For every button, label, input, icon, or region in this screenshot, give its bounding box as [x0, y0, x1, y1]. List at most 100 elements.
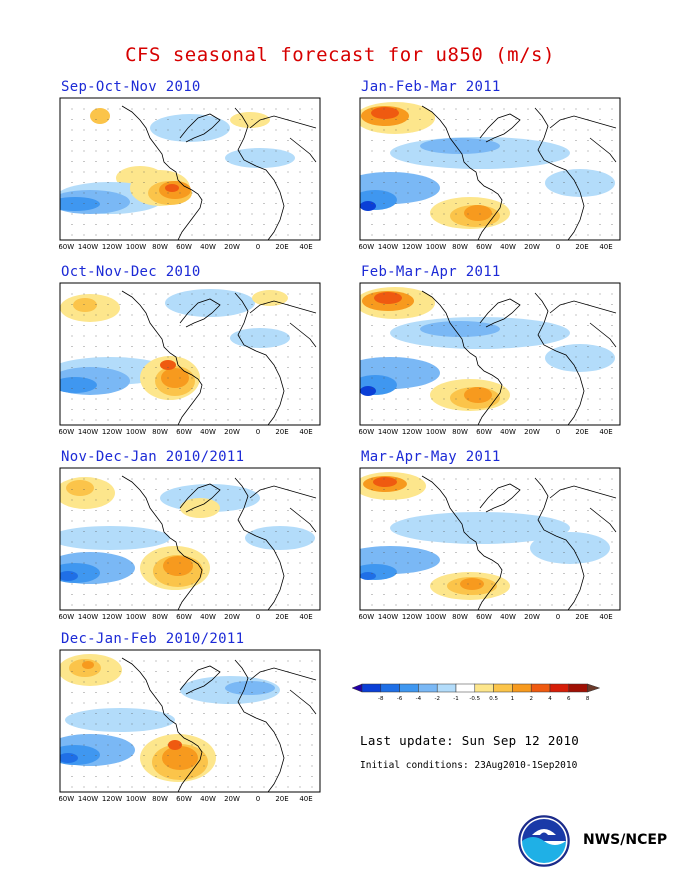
lon-label: 60W: [476, 613, 492, 621]
legend-swatch: [352, 683, 363, 693]
anomaly-shading: [150, 114, 230, 142]
anomaly-shading: [545, 344, 615, 372]
anomaly-shading: [163, 556, 193, 576]
legend-swatch: [418, 683, 438, 693]
lon-label: 140W: [378, 428, 398, 436]
lon-label: 40E: [599, 428, 612, 436]
lon-label: 140W: [78, 795, 98, 803]
page-title: CFS seasonal forecast for u850 (m/s): [125, 44, 555, 66]
anomaly-shading: [82, 661, 94, 669]
anomaly-shading: [160, 360, 176, 370]
anomaly-shading: [60, 753, 78, 763]
lon-label: 40E: [599, 613, 612, 621]
forecast-map: 60N40N30N20N10NEQ10S160W140W120W100W80W6…: [59, 649, 329, 803]
lon-label: 40E: [299, 613, 312, 621]
anomaly-shading: [245, 526, 315, 550]
lon-label: 140W: [78, 428, 98, 436]
lon-label: 20W: [224, 795, 240, 803]
lon-label: 20W: [224, 243, 240, 251]
legend-tick-label: -1: [453, 696, 458, 700]
forecast-map: 60N40N30N20N10NEQ10S160W140W120W100W80W6…: [359, 282, 629, 436]
lon-label: 140W: [78, 243, 98, 251]
lon-label: 40W: [500, 613, 516, 621]
forecast-panel: Feb-Mar-Apr 201160N40N30N20N10NEQ10S160W…: [359, 264, 629, 436]
lon-label: 0: [256, 243, 260, 251]
legend-tick-label: 2: [529, 696, 533, 700]
anomaly-shading: [371, 107, 399, 119]
forecast-panel: Nov-Dec-Jan 2010/201160N40N30N20N10NEQ10…: [59, 449, 329, 621]
lon-label: 20W: [524, 243, 540, 251]
anomaly-shading: [180, 498, 220, 518]
anomaly-shading: [60, 377, 97, 393]
lon-label: 140W: [378, 613, 398, 621]
lon-label: 20E: [275, 613, 288, 621]
anomaly-shading: [420, 321, 500, 337]
forecast-map: 60N40N30N20N10NEQ10S160W140W120W100W80W6…: [59, 282, 329, 436]
lon-label: 40E: [299, 428, 312, 436]
anomaly-shading: [374, 292, 402, 304]
map-svg: 60N40N30N20N10NEQ10S160W140W120W100W80W6…: [359, 97, 621, 251]
anomaly-shading: [73, 298, 97, 312]
anomaly-shading: [162, 746, 198, 770]
forecast-map: 60N40N30N20N10NEQ10S160W140W120W100W80W6…: [359, 467, 629, 621]
anomaly-shading: [66, 480, 94, 496]
lon-label: 40E: [299, 243, 312, 251]
legend-swatch: [474, 683, 494, 693]
anomaly-shading: [460, 578, 484, 590]
lon-label: 140W: [378, 243, 398, 251]
panel-title: Nov-Dec-Jan 2010/2011: [61, 449, 245, 465]
lon-label: 100W: [426, 613, 446, 621]
lon-label: 60W: [176, 243, 192, 251]
panel-title: Feb-Mar-Apr 2011: [361, 264, 501, 280]
lon-label: 60W: [176, 613, 192, 621]
anomaly-shading: [60, 526, 170, 550]
agency-label: NWS/NCEP: [583, 832, 668, 848]
forecast-panel: Dec-Jan-Feb 2010/201160N40N30N20N10NEQ10…: [59, 631, 329, 803]
legend-swatch: [512, 683, 532, 693]
anomaly-shading: [545, 169, 615, 197]
panel-title: Oct-Nov-Dec 2010: [61, 264, 201, 280]
lon-label: 20W: [224, 428, 240, 436]
legend-swatch: [493, 683, 513, 693]
anomaly-shading: [373, 477, 397, 487]
anomaly-shading: [360, 572, 376, 580]
legend-tick-label: 6: [567, 696, 571, 700]
anomaly-shading: [65, 708, 175, 732]
lon-label: 20E: [575, 243, 588, 251]
lon-label: 80W: [152, 243, 168, 251]
panel-title: Mar-Apr-May 2011: [361, 449, 501, 465]
lon-label: 80W: [152, 795, 168, 803]
anomaly-shading: [60, 197, 100, 211]
panel-title: Jan-Feb-Mar 2011: [361, 79, 501, 95]
anomaly-shading: [225, 681, 275, 695]
initial-conditions-text: Initial conditions: 23Aug2010-1Sep2010: [360, 760, 578, 771]
legend-swatch: [399, 683, 419, 693]
anomaly-shading: [530, 532, 610, 564]
forecast-map: 60N40N30N20N10NEQ10S160W140W120W100W80W6…: [59, 467, 329, 621]
lon-label: 100W: [426, 428, 446, 436]
lon-label: 40W: [200, 613, 216, 621]
lon-label: 100W: [126, 613, 146, 621]
lon-label: 0: [556, 613, 560, 621]
legend-tick-label: 1: [511, 696, 515, 700]
anomaly-shading: [165, 184, 179, 192]
forecast-map: 60N40N30N20N10NEQ10S160W140W120W100W80W6…: [359, 97, 629, 251]
lon-label: 20W: [224, 613, 240, 621]
lon-label: 40E: [599, 243, 612, 251]
legend-tick-label: -0.5: [469, 696, 480, 700]
map-svg: 60N40N30N20N10NEQ10S160W140W120W100W80W6…: [59, 467, 321, 621]
lon-label: 40W: [500, 243, 516, 251]
anomaly-shading: [252, 290, 288, 306]
lon-label: 120W: [102, 795, 122, 803]
lon-label: 20E: [275, 243, 288, 251]
lon-label: 80W: [452, 243, 468, 251]
lon-label: 120W: [402, 243, 422, 251]
last-update-text: Last update: Sun Sep 12 2010: [360, 733, 580, 748]
lon-label: 60W: [176, 795, 192, 803]
